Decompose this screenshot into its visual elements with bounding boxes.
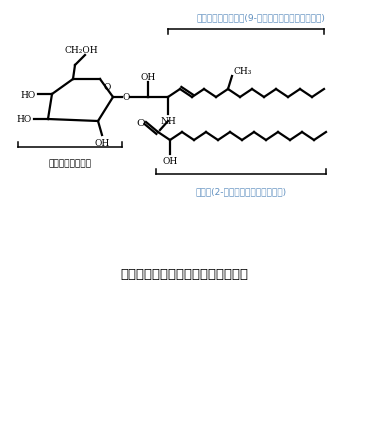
Text: O: O — [122, 93, 130, 102]
Text: CH₂OH: CH₂OH — [64, 46, 98, 54]
Text: OH: OH — [162, 157, 177, 166]
Text: OH: OH — [140, 72, 156, 81]
Text: OH: OH — [94, 138, 110, 147]
Text: NH: NH — [160, 117, 176, 126]
Text: スフィンゴイド塩基(9-メチルスフィンガジェニン): スフィンゴイド塩基(9-メチルスフィンガジェニン) — [197, 13, 325, 22]
Text: 脂肪酸(2-ヒドロキシステアリン酸): 脂肪酸(2-ヒドロキシステアリン酸) — [196, 187, 287, 195]
Text: 図１．酵母由来セラミドの主要構造: 図１．酵母由来セラミドの主要構造 — [120, 268, 248, 281]
Text: CH₃: CH₃ — [234, 66, 252, 75]
Text: HO: HO — [17, 115, 32, 124]
Text: O: O — [103, 83, 111, 92]
Text: O: O — [137, 118, 145, 127]
Text: HO: HO — [21, 90, 36, 99]
Text: 糖（グルコース）: 糖（グルコース） — [48, 159, 92, 168]
